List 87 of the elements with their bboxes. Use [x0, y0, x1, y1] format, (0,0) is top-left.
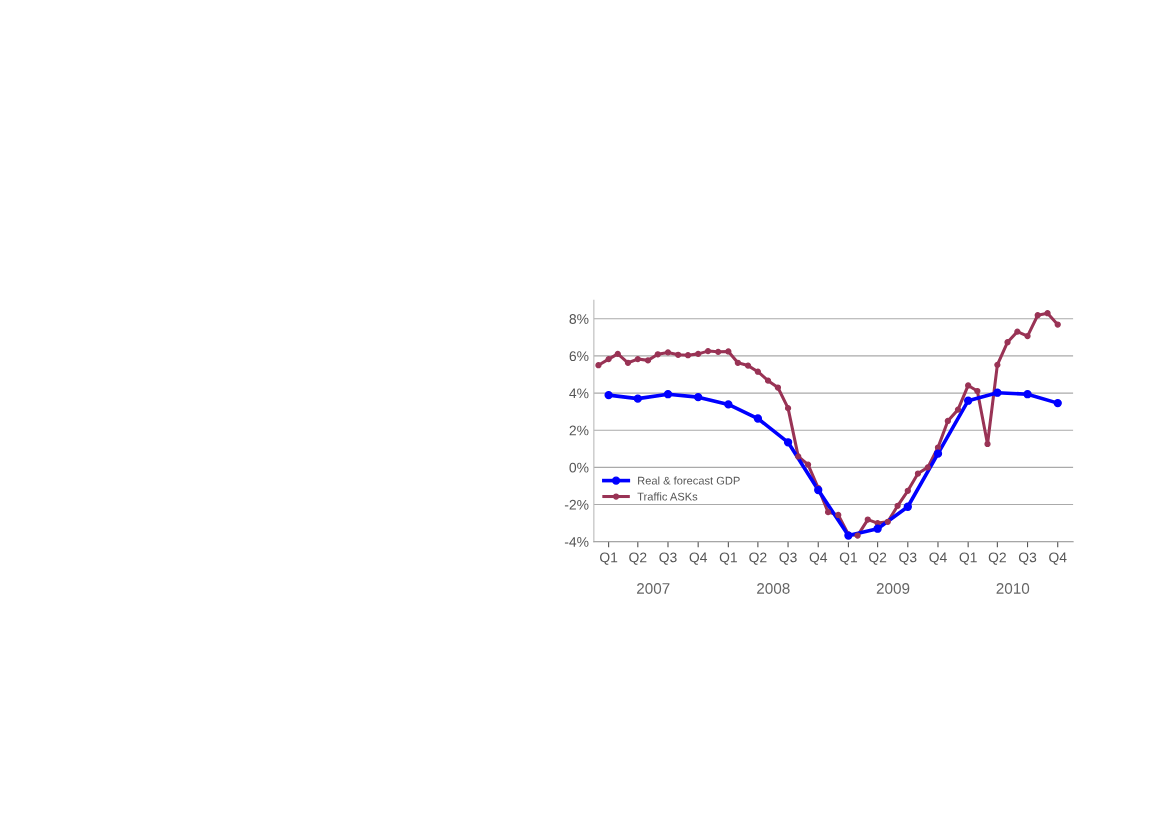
point — [754, 368, 762, 375]
point — [633, 394, 642, 403]
point — [663, 390, 673, 399]
point — [684, 352, 692, 359]
point — [675, 351, 682, 358]
point — [854, 532, 861, 539]
point — [1044, 310, 1051, 317]
x-tick-label: Q4 — [929, 552, 947, 565]
point — [695, 350, 702, 358]
y-tick-label: 8% — [569, 314, 589, 324]
point — [884, 518, 891, 525]
point — [974, 387, 981, 395]
x-tick-label: Q3 — [1018, 552, 1037, 565]
point — [715, 348, 722, 355]
point — [764, 377, 772, 384]
point — [965, 382, 972, 389]
point — [654, 351, 661, 358]
x-tick-label: Q1 — [719, 552, 737, 565]
point — [924, 464, 931, 471]
point — [804, 461, 812, 468]
legend-label: Traffic ASKs — [637, 492, 698, 501]
point — [993, 388, 1002, 397]
point — [1023, 390, 1032, 399]
point — [753, 414, 763, 423]
x-tick-label: Q4 — [809, 552, 828, 565]
point — [994, 361, 1001, 368]
point — [783, 438, 793, 447]
y-tick-label: 6% — [569, 351, 589, 362]
point — [864, 516, 871, 523]
point — [795, 453, 802, 460]
point — [904, 487, 911, 494]
y-tick-label: -2% — [564, 499, 589, 510]
point — [963, 396, 973, 405]
point — [933, 449, 943, 458]
y-tick-label: 2% — [569, 425, 589, 436]
point — [1024, 332, 1031, 340]
point — [595, 362, 602, 369]
point — [704, 347, 712, 355]
point — [1004, 339, 1011, 346]
legend-label: Real & forecast GDP — [638, 476, 740, 485]
point — [774, 384, 782, 391]
point — [873, 524, 882, 533]
x-tick-label: Q2 — [629, 552, 647, 565]
x-tick-label: Q2 — [988, 552, 1006, 565]
x-tick-label: Q3 — [659, 552, 677, 565]
point — [624, 359, 632, 366]
point — [894, 502, 901, 509]
x-tick-label: Q1 — [600, 552, 618, 565]
point — [604, 390, 613, 400]
point — [614, 350, 621, 358]
point — [1053, 398, 1062, 408]
y-tick-label: 0% — [569, 462, 589, 473]
x-tick-label: Q2 — [869, 552, 887, 565]
point — [903, 502, 912, 511]
point — [725, 348, 732, 355]
x-tick-label: Q2 — [749, 552, 767, 565]
point — [664, 349, 672, 356]
point — [934, 444, 942, 451]
x-tick-label: Q3 — [779, 552, 797, 565]
x2-tick-label: 2008 — [757, 583, 790, 594]
point — [954, 406, 962, 413]
point — [835, 511, 842, 519]
y-tick-label: -4% — [564, 537, 589, 547]
point — [724, 400, 733, 409]
point — [1014, 328, 1021, 335]
point — [644, 357, 652, 364]
x-tick-label: Q1 — [839, 552, 858, 565]
x2-tick-label: 2009 — [876, 583, 910, 594]
point — [744, 362, 752, 369]
point — [605, 355, 612, 363]
x-tick-label: Q4 — [1049, 552, 1067, 565]
x-tick-label: Q1 — [959, 552, 977, 565]
x2-tick-label: 2010 — [996, 583, 1030, 594]
point — [694, 392, 703, 402]
point — [634, 355, 641, 363]
point — [1054, 321, 1061, 328]
point — [784, 405, 792, 412]
point — [984, 440, 991, 448]
point — [914, 470, 922, 477]
point — [1034, 312, 1041, 319]
y-tick-label: 4% — [569, 388, 589, 399]
point — [944, 417, 951, 425]
point — [734, 359, 741, 366]
x-tick-label: Q3 — [899, 552, 917, 565]
x2-tick-label: 2007 — [637, 583, 670, 594]
point — [824, 509, 832, 516]
x-tick-label: Q4 — [689, 552, 708, 565]
